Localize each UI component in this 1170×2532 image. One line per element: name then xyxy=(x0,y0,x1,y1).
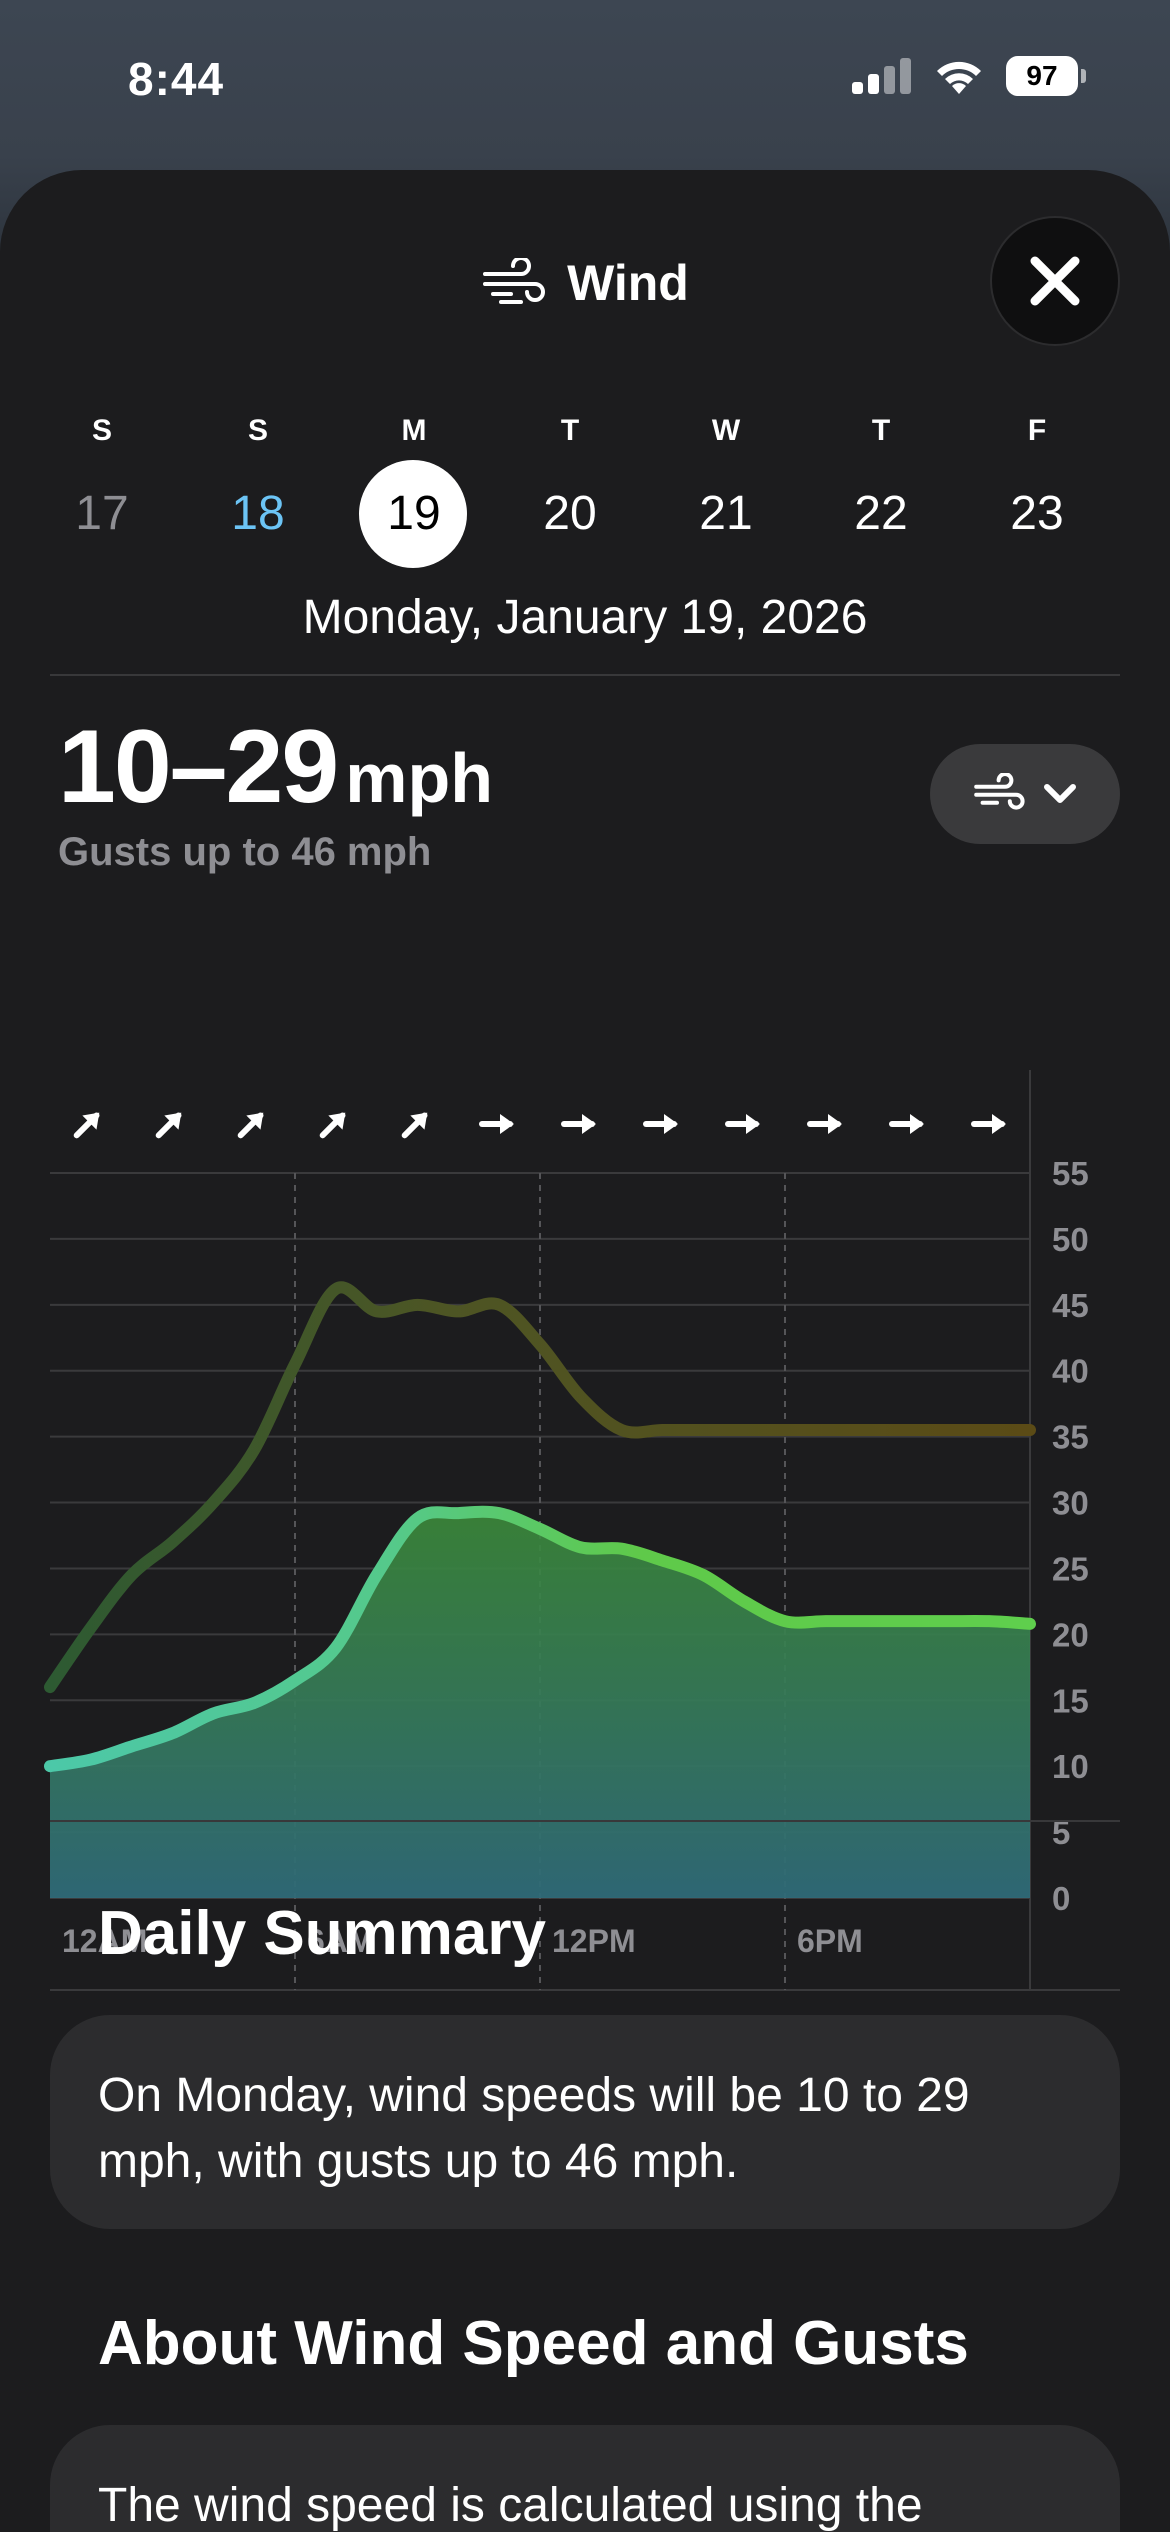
wind-speed-line xyxy=(44,1505,1036,1773)
gust-line xyxy=(44,1281,1036,1694)
daily-summary-title: Daily Summary xyxy=(98,1899,546,1968)
day-letter: T xyxy=(560,414,580,447)
y-tick-label: 5 xyxy=(1052,1814,1070,1851)
day-20[interactable]: 20 xyxy=(543,487,597,540)
y-tick-label: 30 xyxy=(1052,1485,1089,1522)
y-tick-label: 45 xyxy=(1052,1287,1089,1324)
battery-level: 97 xyxy=(1006,56,1078,96)
wind-direction-arrow-icon xyxy=(725,1114,760,1134)
day-letter: M xyxy=(401,414,427,447)
y-tick-label: 55 xyxy=(1052,1155,1089,1192)
selected-date: Monday, January 19, 2026 xyxy=(302,591,868,644)
wind-range-unit: mph xyxy=(345,739,493,817)
wind-icon xyxy=(483,258,546,304)
x-tick-label: 12AM xyxy=(62,1923,147,1959)
wind-direction-arrow-icon xyxy=(561,1114,596,1134)
y-tick-label: 10 xyxy=(1052,1748,1089,1785)
wind-direction-arrow-icon xyxy=(401,1112,428,1139)
wind-direction-arrow-icon xyxy=(319,1112,346,1139)
chevron-down-icon xyxy=(1044,784,1076,803)
wind-direction-arrow-icon xyxy=(807,1114,842,1134)
wind-direction-arrow-icon xyxy=(971,1114,1006,1134)
wind-sheet: Wind S 17 S 18 M 19 T 20 W 21 T 22 F 23 Monday, Janua… xyxy=(0,170,1170,2532)
wind-direction-arrow-icon xyxy=(155,1112,182,1139)
day-letter: T xyxy=(871,414,891,447)
wind-direction-arrow-icon xyxy=(237,1112,264,1139)
day-letter: S xyxy=(247,414,268,447)
gusts-text: Gusts up to 46 mph xyxy=(58,830,432,874)
status-bar: 8:44 97 xyxy=(0,0,1170,160)
y-tick-label: 35 xyxy=(1052,1419,1089,1456)
close-button[interactable] xyxy=(990,216,1120,346)
status-time: 8:44 xyxy=(128,53,225,105)
wind-icon xyxy=(974,773,1025,810)
sheet-title: Wind xyxy=(567,255,689,311)
wind-direction-arrow-icon xyxy=(889,1114,924,1134)
day-21[interactable]: 21 xyxy=(699,487,753,540)
selected-day-highlight xyxy=(359,460,467,568)
y-tick-label: 50 xyxy=(1052,1221,1089,1258)
y-tick-label: 25 xyxy=(1052,1550,1089,1587)
day-19[interactable]: 19 xyxy=(387,487,441,540)
day-letter: W xyxy=(711,414,741,447)
close-icon xyxy=(1030,256,1080,306)
x-tick-label: 6PM xyxy=(797,1923,863,1959)
wifi-icon xyxy=(937,61,981,94)
x-tick-label: 6AM xyxy=(307,1923,375,1959)
day-17[interactable]: 17 xyxy=(75,487,129,540)
about-text: The wind speed is calculated using the xyxy=(98,2479,923,2532)
y-tick-label: 20 xyxy=(1052,1616,1089,1653)
wind-speed-area xyxy=(50,1511,1030,1898)
battery-icon: 97 xyxy=(1006,56,1086,96)
wind-direction-arrow-icon xyxy=(73,1112,100,1139)
divider xyxy=(50,1820,1120,1822)
sheet-header: Wind xyxy=(0,254,1170,318)
cellular-signal-icon xyxy=(852,58,914,94)
wind-range: 10–29 mph xyxy=(58,708,493,827)
y-tick-label: 40 xyxy=(1052,1353,1089,1390)
daily-summary-card: On Monday, wind speeds will be 10 to 29 … xyxy=(50,2015,1120,2229)
about-title: About Wind Speed and Gusts xyxy=(98,2309,969,2378)
day-18[interactable]: 18 xyxy=(231,487,285,540)
daily-summary-text: On Monday, wind speeds will be 10 to 29 … xyxy=(98,2069,970,2188)
y-tick-label: 15 xyxy=(1052,1682,1089,1719)
wind-direction-arrow-icon xyxy=(643,1114,678,1134)
day-22[interactable]: 22 xyxy=(854,487,908,540)
about-card: The wind speed is calculated using the xyxy=(50,2425,1120,2532)
day-letter: S xyxy=(91,414,112,447)
divider xyxy=(50,674,1120,676)
wind-range-value: 10–29 xyxy=(58,709,339,825)
chart-mode-button[interactable] xyxy=(930,744,1120,844)
x-tick-label: 12PM xyxy=(552,1923,636,1959)
wind-direction-arrow-icon xyxy=(479,1114,514,1134)
day-letter: F xyxy=(1027,414,1047,447)
day-23[interactable]: 23 xyxy=(1010,487,1064,540)
y-tick-label: 0 xyxy=(1052,1880,1070,1917)
